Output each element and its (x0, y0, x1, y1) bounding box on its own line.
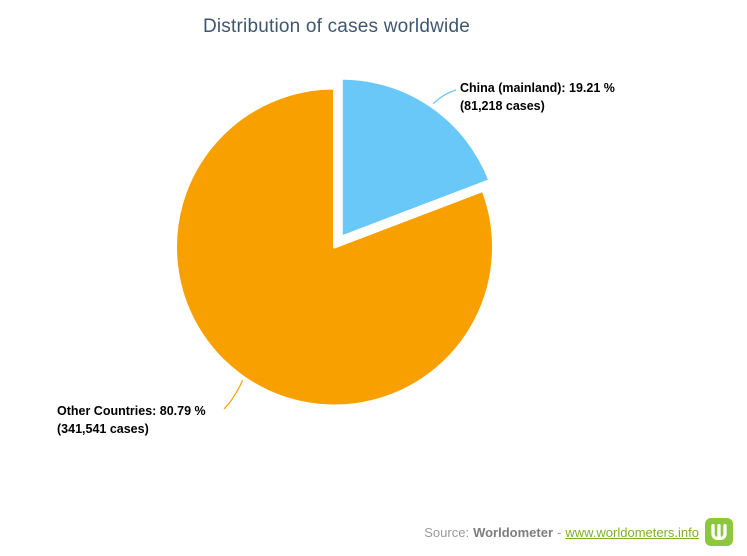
data-label-line1: China (mainland): 19.21 % (460, 81, 615, 95)
source-prefix-label: Source: (424, 524, 470, 540)
chart-title: Distribution of cases worldwide (202, 16, 471, 37)
source-footer: Source: Worldometer - www.worldometers.i… (424, 518, 733, 546)
label-connector-other-countries (223, 380, 244, 410)
data-label-other-countries: Other Countries: 80.79 % (341,541 cases) (57, 402, 206, 438)
pie-slice-other-countries[interactable] (174, 86, 495, 408)
source-name-label: Worldometer (473, 524, 553, 540)
source-link[interactable]: www.worldometers.info (565, 524, 699, 540)
data-label-line2: (341,541 cases) (57, 422, 149, 436)
source-separator: - (557, 524, 562, 540)
worldometers-logo[interactable] (705, 518, 733, 546)
data-label-line1: Other Countries: 80.79 % (57, 404, 206, 418)
data-label-china-mainland: China (mainland): 19.21 % (81,218 cases) (460, 79, 615, 115)
pie-slice-china-mainland[interactable] (339, 76, 492, 239)
label-connector-china-mainland (432, 89, 457, 105)
data-label-line2: (81,218 cases) (460, 99, 545, 113)
